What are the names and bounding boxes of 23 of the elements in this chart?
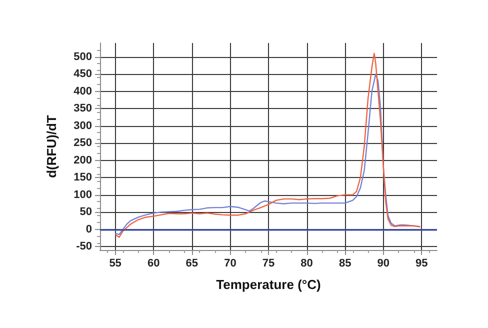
y-tick-label: 500 [74, 50, 92, 63]
y-tick-label: -50 [76, 240, 92, 253]
y-tick-label: 0 [86, 223, 92, 236]
y-tick-label: 250 [74, 137, 92, 150]
y-tick-label: 100 [74, 188, 92, 201]
y-tick-label: 200 [74, 154, 92, 166]
x-tick-label: 95 [416, 258, 428, 270]
y-tick-label: 50 [80, 206, 92, 218]
x-tick-label: 90 [377, 258, 390, 270]
y-axis-title: d(RFU)/dT [44, 115, 59, 178]
y-tick-label: 450 [74, 68, 92, 80]
y-tick-label: 350 [74, 102, 92, 115]
x-tick-label: 60 [147, 258, 160, 270]
x-axis-title: Temperature (°C) [216, 277, 321, 292]
x-tick-label: 75 [262, 258, 275, 270]
x-tick-label: 65 [186, 258, 198, 270]
y-tick-label: 300 [74, 120, 92, 132]
y-tick-label: 150 [74, 172, 92, 184]
x-tick-label: 55 [109, 258, 122, 270]
y-tick-label: 400 [74, 85, 92, 98]
x-tick-label: 85 [338, 258, 352, 270]
x-tick-label: 70 [224, 258, 236, 270]
x-tick-label: 80 [300, 258, 313, 270]
